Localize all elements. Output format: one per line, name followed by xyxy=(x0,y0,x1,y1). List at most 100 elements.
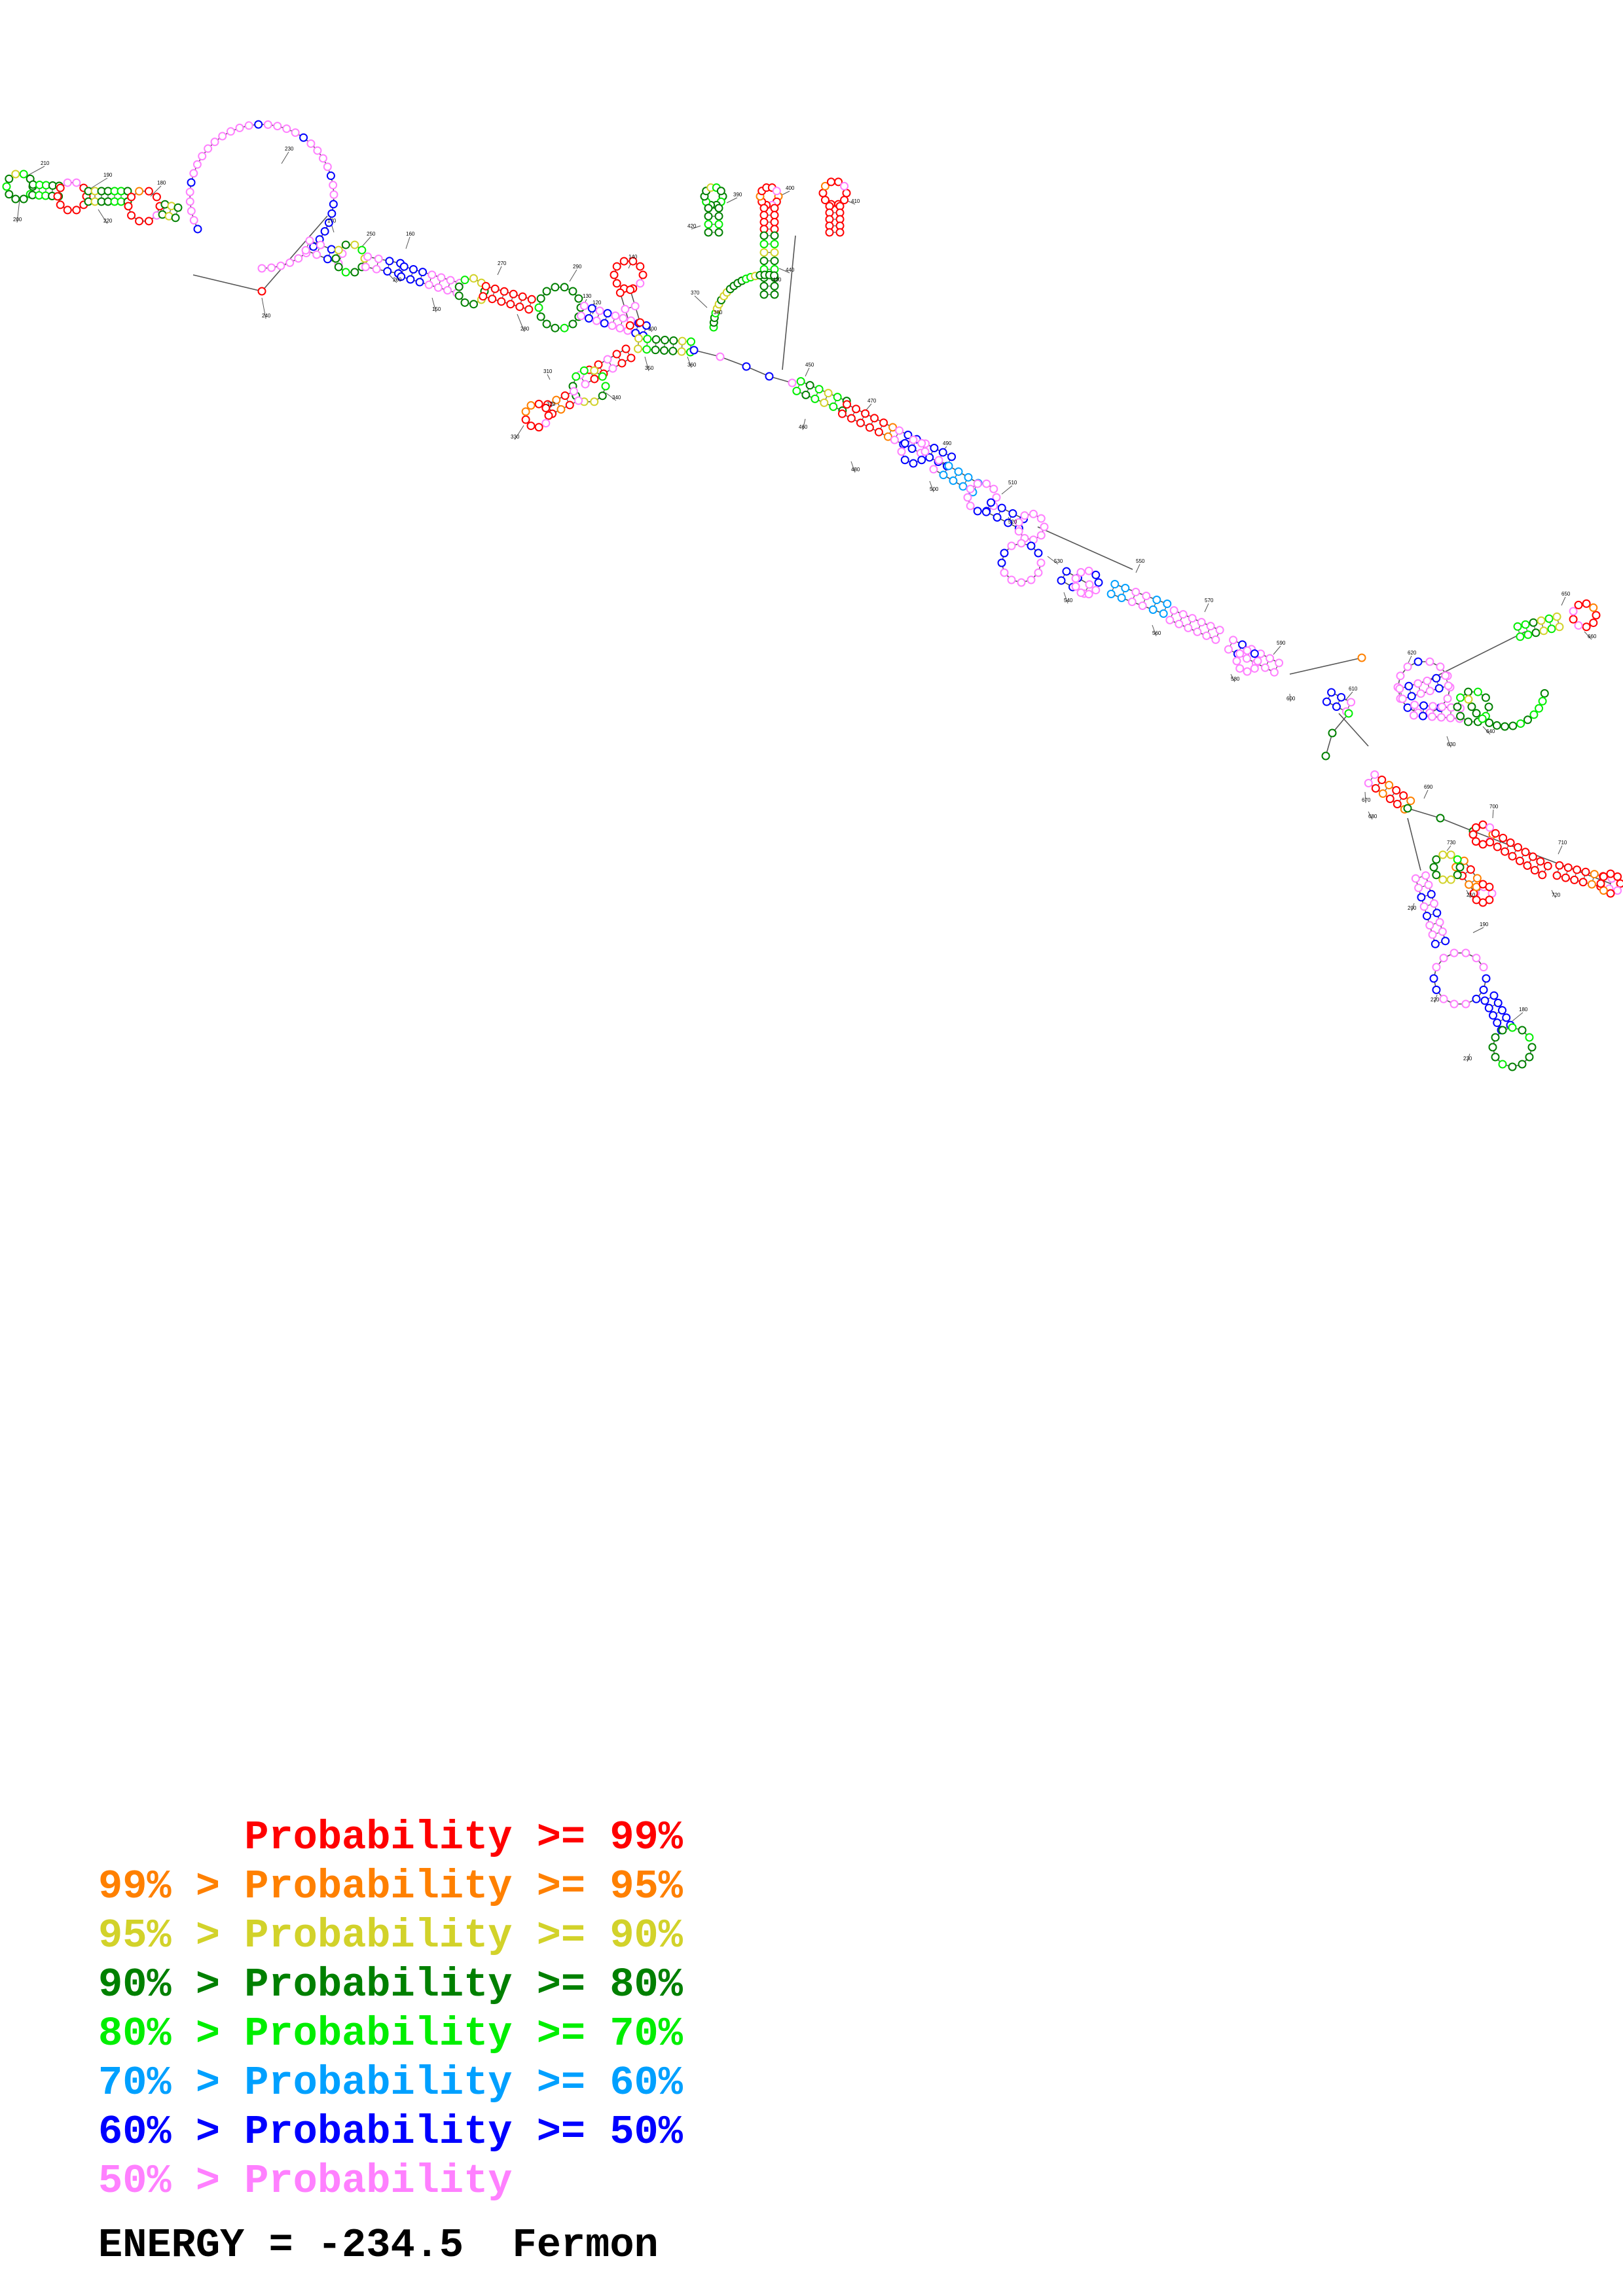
nucleotide xyxy=(1142,592,1151,601)
nucleotide xyxy=(1481,693,1490,702)
nucleotide xyxy=(568,319,577,329)
nucleotide xyxy=(997,558,1006,567)
backbone-segment xyxy=(1423,789,1429,799)
nucleotide xyxy=(1529,710,1539,719)
position-label: 210 xyxy=(41,160,50,166)
nucleotide xyxy=(903,431,913,440)
nucleotide xyxy=(805,381,814,390)
position-label: 250 xyxy=(367,231,376,237)
nucleotide xyxy=(1428,930,1437,939)
nucleotide xyxy=(1029,509,1038,518)
nucleotide xyxy=(1036,558,1046,567)
nucleotide xyxy=(1235,664,1245,673)
nucleotide xyxy=(1589,619,1598,628)
nucleotide xyxy=(385,257,394,266)
nucleotide xyxy=(895,426,904,435)
nucleotide xyxy=(1017,578,1026,587)
position-label: 490 xyxy=(943,440,952,446)
nucleotide xyxy=(651,346,660,355)
nucleotide xyxy=(152,192,161,202)
nucleotide xyxy=(1492,721,1501,730)
nucleotide xyxy=(541,403,551,412)
position-label: 180 xyxy=(1519,1007,1528,1013)
backbone-segment xyxy=(150,185,162,197)
backbone-segment xyxy=(547,374,551,380)
nucleotide xyxy=(770,240,779,249)
nucleotide xyxy=(1094,578,1103,587)
nucleotide xyxy=(135,187,144,196)
nucleotide xyxy=(759,240,769,249)
position-label: 200 xyxy=(13,217,22,223)
nucleotide xyxy=(518,292,527,301)
nucleotide xyxy=(1269,668,1279,677)
nucleotide xyxy=(1413,657,1423,666)
nucleotide xyxy=(1425,921,1434,930)
nucleotide xyxy=(574,396,583,405)
nucleotide xyxy=(1413,679,1423,688)
nucleotide xyxy=(1596,879,1605,888)
nucleotide xyxy=(601,382,610,391)
nucleotide xyxy=(1498,1060,1507,1069)
nucleotide xyxy=(1515,856,1524,865)
nucleotide xyxy=(572,372,581,381)
nucleotide xyxy=(469,274,478,283)
nucleotide xyxy=(63,178,72,187)
nucleotide xyxy=(811,394,820,403)
legend-row: 60% > Probability >= 50% xyxy=(98,2108,683,2157)
nucleotide xyxy=(852,404,861,414)
nucleotide xyxy=(399,262,409,271)
nucleotide xyxy=(1036,531,1046,540)
nucleotide xyxy=(770,271,779,280)
position-label: 650 xyxy=(1561,591,1571,597)
nucleotide xyxy=(938,448,947,457)
backbone-segment xyxy=(644,356,649,372)
position-label: 480 xyxy=(851,467,860,473)
nucleotide xyxy=(1485,718,1494,727)
nucleotide xyxy=(1414,884,1423,893)
nucleotide xyxy=(1450,948,1459,958)
legend-prefix: 99% > xyxy=(98,1863,245,1910)
position-label: 300 xyxy=(648,326,657,332)
nucleotide xyxy=(1501,847,1510,856)
nucleotide xyxy=(1188,614,1197,623)
nucleotide xyxy=(341,240,350,249)
nucleotide xyxy=(428,270,437,279)
nucleotide xyxy=(1076,588,1085,598)
nucleotide xyxy=(900,456,909,465)
nucleotide xyxy=(1138,601,1147,610)
nucleotide xyxy=(1152,596,1161,605)
nucleotide xyxy=(1084,566,1093,575)
backbone-lines xyxy=(6,124,1621,1067)
nucleotide xyxy=(1493,842,1502,852)
nucleotide xyxy=(1444,681,1453,691)
nucleotide xyxy=(350,268,359,277)
nucleotide xyxy=(1321,751,1330,761)
position-label: 190 xyxy=(103,172,113,178)
nucleotide xyxy=(497,297,506,306)
nucleotide xyxy=(1027,575,1036,584)
position-label: 720 xyxy=(1552,892,1561,898)
nucleotide xyxy=(1396,672,1405,681)
nucleotide xyxy=(1206,622,1215,631)
nucleotide xyxy=(341,268,350,277)
nucleotide xyxy=(198,152,207,161)
nucleotide xyxy=(1493,1018,1502,1028)
position-label: 730 xyxy=(1447,840,1456,846)
nucleotide xyxy=(72,206,81,215)
nucleotide xyxy=(818,188,828,198)
nucleotide xyxy=(460,298,469,307)
nucleotide xyxy=(1165,615,1175,624)
nucleotide xyxy=(1521,620,1530,629)
backbone-segment xyxy=(1135,564,1140,573)
position-label: 240 xyxy=(262,313,271,319)
nucleotide xyxy=(1014,527,1023,536)
nucleotide xyxy=(814,385,824,394)
nucleotide xyxy=(1471,837,1480,846)
position-label: 230 xyxy=(1463,1056,1472,1062)
legend-row: Probability >= 99% xyxy=(98,1813,683,1862)
position-label: 220 xyxy=(1431,997,1440,1003)
backbone-segment xyxy=(1407,808,1441,819)
backbone-segment xyxy=(431,297,437,313)
nucleotide xyxy=(171,213,180,223)
nucleotide xyxy=(551,283,560,292)
